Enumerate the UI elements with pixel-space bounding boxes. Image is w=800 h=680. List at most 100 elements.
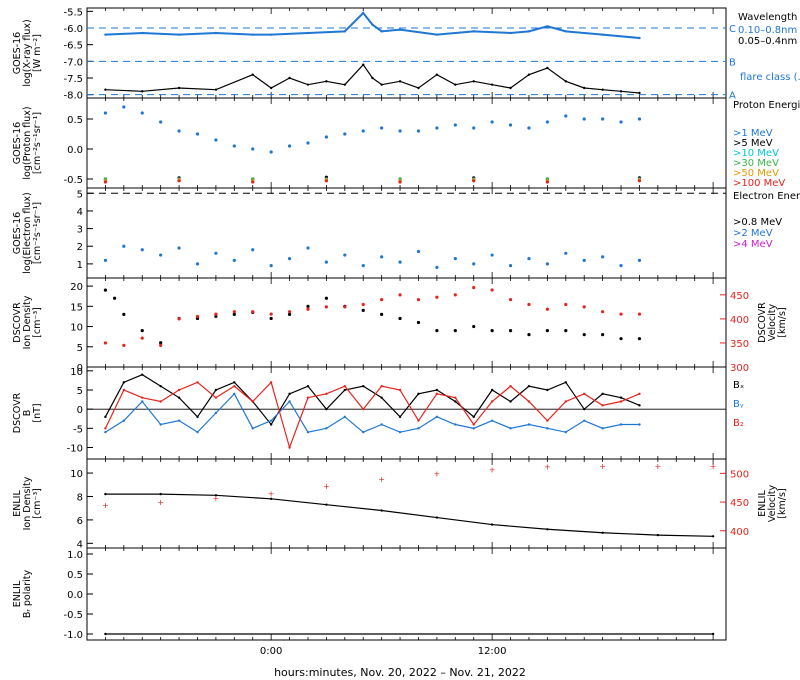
data-point [159,341,163,345]
series-bx [104,373,641,426]
bfield-legend: Bₓ Bᵧ B₂ [733,380,744,429]
data-point [141,90,144,93]
data-point [564,251,568,255]
data-point [287,310,292,314]
data-point [508,328,513,333]
y-axis-label-line: [nT] [32,403,43,422]
data-point [454,400,457,403]
y-axis-label: GOES-16log(Proton flux)[cm⁻²s⁻¹sr⁻¹] [12,106,43,179]
data-point [287,256,292,261]
data-point [306,384,310,388]
y-tick-label: 0.0 [67,145,83,156]
data-point [601,531,604,534]
y-tick-label: 1 [77,260,83,271]
series-ion-density [103,288,642,345]
data-point [380,30,383,33]
data-point [583,86,586,90]
data-point [472,262,476,266]
data-point [306,307,310,311]
data-point [472,80,475,83]
data-point [527,423,531,426]
y2-tick-label: 300 [730,363,749,374]
data-point [417,427,420,430]
data-point [288,446,291,449]
data-point [104,33,107,36]
data-point [324,296,328,300]
data-point [601,427,604,430]
series-0-05-0-4nm [104,63,641,95]
data-point [104,415,107,419]
data-point [508,123,513,127]
data-point [103,111,108,115]
data-point [453,123,457,127]
data-point [564,114,568,118]
proton-legend-item-1: >1 MeV [733,128,773,139]
data-point [508,298,513,302]
y-axis-label-line: DSCOVR [12,392,23,433]
data-point: + [268,489,275,498]
data-point [601,404,604,407]
series--2-mev [103,244,642,270]
data-point [490,400,494,403]
data-point [159,120,163,124]
panel-frame [86,277,727,368]
y-tick-label: 15 [70,302,83,313]
data-point [380,384,383,388]
y-axis-label-line: Ion Density [22,476,33,530]
data-point [104,632,107,636]
data-point [638,91,641,95]
data-point [638,404,641,407]
bfield-legend-by: Bᵧ [733,399,744,410]
data-point [638,392,641,396]
data-point [214,88,218,91]
data-point [398,415,402,419]
data-point [362,384,365,388]
data-point [472,286,476,290]
data-point [233,392,236,396]
data-point [288,76,291,80]
data-point [435,73,439,76]
data-point [269,150,273,154]
y-tick-label: 0.5 [67,115,83,126]
data-point [195,314,200,319]
data-point [122,419,126,422]
data-point [398,316,402,321]
data-point [214,251,218,255]
data-point [214,138,218,142]
data-point [472,423,475,426]
data-point [454,396,457,399]
chart-panels: -5.5-6.0-6.5-7.0-7.5-8.0GOES-16log(X-ray… [12,7,788,657]
data-point [214,388,218,392]
data-point [159,492,162,496]
data-point [362,430,365,434]
data-point [601,255,605,259]
y-tick-label: 5 [77,343,83,354]
data-point [546,528,549,531]
data-point [122,343,126,347]
series-line [105,493,714,537]
data-point [582,117,586,121]
y-tick-label: -5.5 [63,7,83,18]
data-point [545,328,549,333]
data-point [159,400,162,403]
data-point [711,535,715,538]
panel-electron: 5 4 3 2 1 GOES-16log(Electron flux)[cm⁻²s⁻¹sr… [12,187,727,279]
y-tick-label: -7.0 [63,57,83,68]
y-tick-label: -7.5 [63,74,83,85]
data-point [509,427,512,430]
data-point [141,396,144,399]
data-point [159,343,163,347]
y-axis-label-line: ENLIL [12,490,23,517]
data-point [380,509,383,512]
data-point [177,317,181,321]
y-tick-label: 10 [70,323,83,334]
y-tick-label: 2 [77,242,83,253]
reference-line-label: C [729,24,736,35]
data-point [527,256,531,261]
panel-xray: -5.5 -6.0 -6.5 -7.0 -7.5 -8.0 GOES-16log(X-ray… [12,7,736,101]
x-axis-label: hours:minutes, Nov. 20, 2022 – Nov. 21, … [274,666,526,679]
data-point [343,415,347,419]
data-point: + [102,501,109,510]
data-point [472,415,475,419]
data-point [251,33,254,36]
